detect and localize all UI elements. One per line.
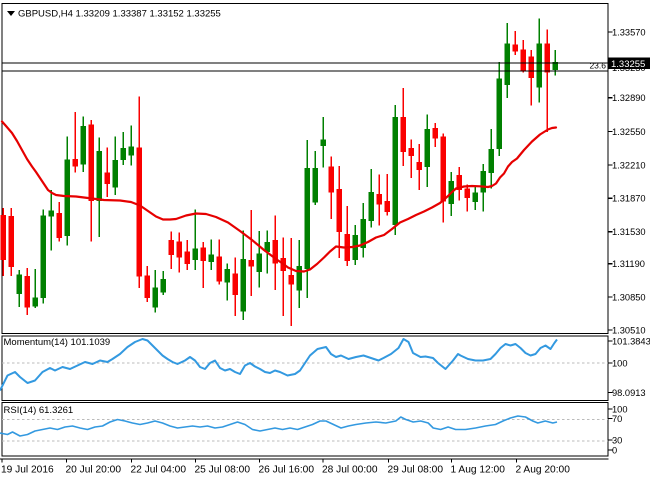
svg-text:100: 100 [612,358,628,368]
svg-text:22 Jul 04:00: 22 Jul 04:00 [131,465,187,476]
svg-text:30: 30 [612,435,622,445]
svg-text:1.30850: 1.30850 [612,292,646,302]
svg-text:1.32550: 1.32550 [612,127,646,137]
svg-text:98.0913: 98.0913 [612,388,646,398]
svg-text:RSI(14) 61.3261: RSI(14) 61.3261 [4,405,74,416]
svg-text:1.31530: 1.31530 [612,227,646,237]
svg-text:100: 100 [612,404,628,414]
svg-text:Momentum(14) 101.1039: Momentum(14) 101.1039 [4,337,111,348]
svg-text:28 Jul 00:00: 28 Jul 00:00 [322,465,378,476]
svg-text:1.33255: 1.33255 [611,59,645,70]
svg-text:1.32890: 1.32890 [612,93,646,103]
svg-text:70: 70 [612,414,622,424]
svg-text:1.30510: 1.30510 [612,325,646,335]
svg-text:20 Jul 20:00: 20 Jul 20:00 [66,465,122,476]
svg-text:29 Jul 08:00: 29 Jul 08:00 [388,465,444,476]
svg-text:2 Aug 20:00: 2 Aug 20:00 [516,465,571,476]
svg-text:23.6: 23.6 [589,60,606,70]
svg-text:1 Aug 12:00: 1 Aug 12:00 [451,465,506,476]
svg-text:25 Jul 08:00: 25 Jul 08:00 [195,465,251,476]
svg-text:1.31870: 1.31870 [612,194,646,204]
svg-text:0: 0 [612,445,617,455]
svg-text:1.33570: 1.33570 [612,27,646,37]
svg-text:101.3843: 101.3843 [612,336,650,346]
svg-text:19 Jul 2016: 19 Jul 2016 [1,465,54,476]
svg-text:GBPUSD,H4 1.33209 1.33387 1.3: GBPUSD,H4 1.33209 1.33387 1.33152 1.3325… [18,9,221,20]
svg-text:1.31190: 1.31190 [612,259,645,269]
svg-text:26 Jul 16:00: 26 Jul 16:00 [259,465,315,476]
svg-text:1.32210: 1.32210 [612,160,646,170]
